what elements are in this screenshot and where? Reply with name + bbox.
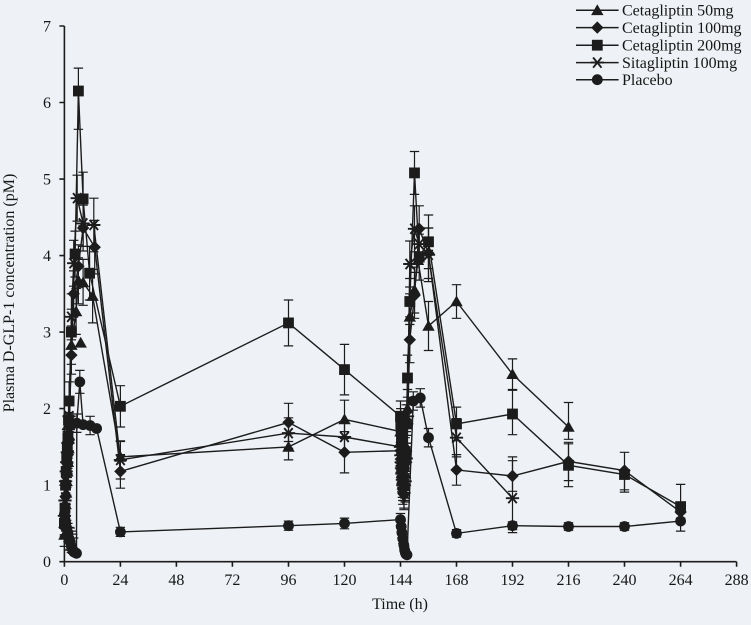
svg-text:168: 168 (445, 572, 469, 589)
svg-text:Cetagliptin 200mg: Cetagliptin 200mg (622, 38, 742, 55)
svg-text:6: 6 (43, 95, 51, 112)
svg-text:192: 192 (501, 572, 525, 589)
svg-text:Cetagliptin 100mg: Cetagliptin 100mg (622, 20, 742, 37)
svg-text:144: 144 (389, 572, 413, 589)
svg-text:288: 288 (725, 572, 749, 589)
svg-text:Cetagliptin 50mg: Cetagliptin 50mg (622, 3, 734, 20)
svg-text:0: 0 (60, 572, 68, 589)
svg-text:2: 2 (43, 401, 51, 418)
svg-text:Plasma D-GLP-1 concentration (: Plasma D-GLP-1 concentration (pM) (1, 174, 18, 413)
svg-text:3: 3 (43, 324, 51, 341)
svg-text:96: 96 (281, 572, 297, 589)
svg-text:Placebo: Placebo (622, 72, 673, 89)
svg-text:5: 5 (43, 171, 51, 188)
svg-text:72: 72 (224, 572, 240, 589)
svg-text:1: 1 (43, 478, 51, 495)
svg-text:Time (h): Time (h) (372, 596, 428, 613)
svg-text:48: 48 (168, 572, 184, 589)
svg-text:7: 7 (43, 18, 51, 35)
svg-text:216: 216 (557, 572, 581, 589)
svg-text:264: 264 (669, 572, 693, 589)
svg-text:Sitagliptin 100mg: Sitagliptin 100mg (622, 55, 737, 72)
svg-text:120: 120 (333, 572, 357, 589)
svg-text:24: 24 (112, 572, 128, 589)
svg-text:240: 240 (613, 572, 637, 589)
svg-text:4: 4 (43, 248, 51, 265)
svg-text:0: 0 (43, 554, 51, 571)
